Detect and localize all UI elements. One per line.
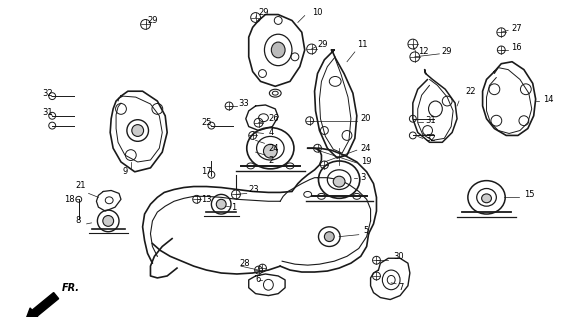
Text: 7: 7	[398, 283, 404, 292]
Text: 11: 11	[357, 40, 367, 49]
Text: 10: 10	[311, 8, 322, 17]
Text: 16: 16	[511, 44, 522, 52]
Text: 12: 12	[418, 47, 428, 56]
Ellipse shape	[334, 176, 345, 187]
Ellipse shape	[132, 124, 144, 136]
Text: 22: 22	[465, 87, 476, 96]
Text: 13: 13	[202, 195, 212, 204]
Ellipse shape	[324, 232, 334, 242]
Text: 21: 21	[76, 181, 86, 190]
Text: 27: 27	[511, 24, 522, 33]
Ellipse shape	[263, 144, 277, 158]
Text: 9: 9	[123, 167, 128, 176]
Text: 25: 25	[202, 118, 212, 127]
Text: 33: 33	[238, 99, 249, 108]
Ellipse shape	[271, 42, 285, 58]
Text: 28: 28	[239, 259, 249, 268]
Text: 1: 1	[231, 203, 236, 212]
Ellipse shape	[216, 199, 226, 209]
Text: 6: 6	[256, 276, 261, 284]
Text: 2: 2	[269, 156, 274, 164]
Text: 18: 18	[64, 195, 75, 204]
Text: 32: 32	[426, 134, 436, 143]
Text: 24: 24	[361, 144, 371, 153]
FancyArrow shape	[26, 292, 59, 320]
Text: 29: 29	[317, 40, 328, 49]
Text: 20: 20	[361, 114, 371, 123]
Text: 14: 14	[543, 95, 554, 104]
Text: 23: 23	[249, 185, 259, 194]
Text: 15: 15	[524, 190, 534, 199]
Text: 5: 5	[364, 226, 369, 235]
Text: 4: 4	[269, 128, 274, 137]
Text: 29: 29	[441, 47, 452, 56]
Ellipse shape	[103, 215, 114, 226]
Text: 29: 29	[147, 16, 158, 25]
Text: 30: 30	[393, 252, 404, 261]
Text: 29: 29	[259, 8, 269, 17]
Text: 26: 26	[269, 114, 279, 123]
Ellipse shape	[481, 194, 491, 203]
Text: 3: 3	[361, 173, 366, 182]
Text: FR.: FR.	[62, 283, 80, 293]
Text: 8: 8	[76, 216, 81, 225]
Text: 19: 19	[361, 157, 371, 166]
Text: 32: 32	[42, 89, 53, 98]
Text: 17: 17	[202, 167, 212, 176]
Text: 31: 31	[426, 116, 436, 125]
Text: 24: 24	[269, 144, 279, 153]
Text: 31: 31	[42, 108, 53, 117]
